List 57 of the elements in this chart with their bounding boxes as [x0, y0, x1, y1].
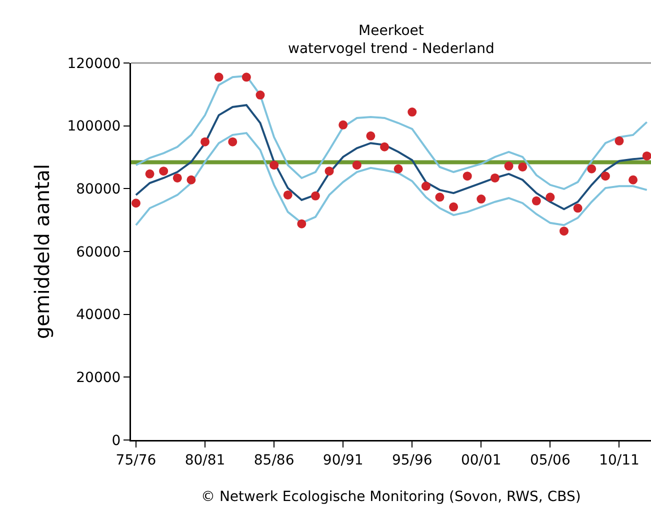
- point: [380, 142, 390, 152]
- point: [270, 160, 279, 170]
- point: [297, 219, 306, 228]
- point: [338, 120, 348, 130]
- point: [394, 164, 403, 174]
- y-tick-label: 80000: [76, 182, 121, 198]
- point: [587, 164, 596, 174]
- y-tick-label: 40000: [76, 307, 121, 324]
- y-tick-label: 120000: [67, 56, 121, 72]
- point: [256, 90, 265, 100]
- point: [462, 172, 472, 181]
- point: [186, 175, 196, 184]
- x-tick-label: 80/81: [184, 452, 226, 468]
- y-tick-label: 20000: [76, 370, 121, 386]
- y-tick-label: 0: [112, 432, 121, 449]
- point: [614, 136, 624, 146]
- point: [490, 173, 500, 182]
- point: [352, 160, 362, 170]
- point: [131, 198, 140, 208]
- point: [546, 192, 555, 202]
- x-tick-label: 10/11: [599, 452, 640, 468]
- chart-title: Meerkoet: [358, 23, 424, 39]
- point: [435, 192, 444, 202]
- x-tick-label: 90/91: [322, 452, 364, 468]
- point: [421, 182, 430, 191]
- point: [214, 72, 224, 82]
- x-tick-label: 95/96: [392, 452, 432, 468]
- x-tick-label: 75/76: [116, 452, 156, 468]
- point: [476, 194, 486, 204]
- point: [600, 172, 610, 181]
- point: [172, 173, 182, 182]
- point: [532, 196, 541, 206]
- y-tick-label: 60000: [76, 244, 121, 260]
- point: [518, 162, 528, 172]
- point: [310, 191, 320, 200]
- point: [504, 162, 514, 171]
- point: [200, 137, 210, 146]
- point: [242, 72, 251, 82]
- point: [228, 137, 238, 146]
- point: [628, 175, 638, 184]
- point: [573, 204, 582, 213]
- point: [145, 169, 154, 178]
- point: [366, 131, 376, 140]
- point: [283, 190, 292, 200]
- text: © Netwerk Ecologische Monitoring (Sovon, RWS, CBS): [201, 489, 581, 505]
- x-tick-label: 05/06: [530, 452, 570, 468]
- point: [449, 202, 458, 212]
- point: [324, 166, 334, 176]
- y-axis-title: gemiddeld aantal: [30, 164, 54, 340]
- chart-subtitle: watervogel trend - Nederland: [288, 41, 494, 58]
- x-tick-label: 85/86: [254, 452, 294, 468]
- point: [159, 166, 168, 176]
- point: [408, 108, 417, 117]
- point: [642, 151, 651, 160]
- x-tick-label: 00/01: [460, 452, 502, 468]
- y-tick-label: 100000: [67, 118, 121, 135]
- point: [560, 226, 569, 236]
